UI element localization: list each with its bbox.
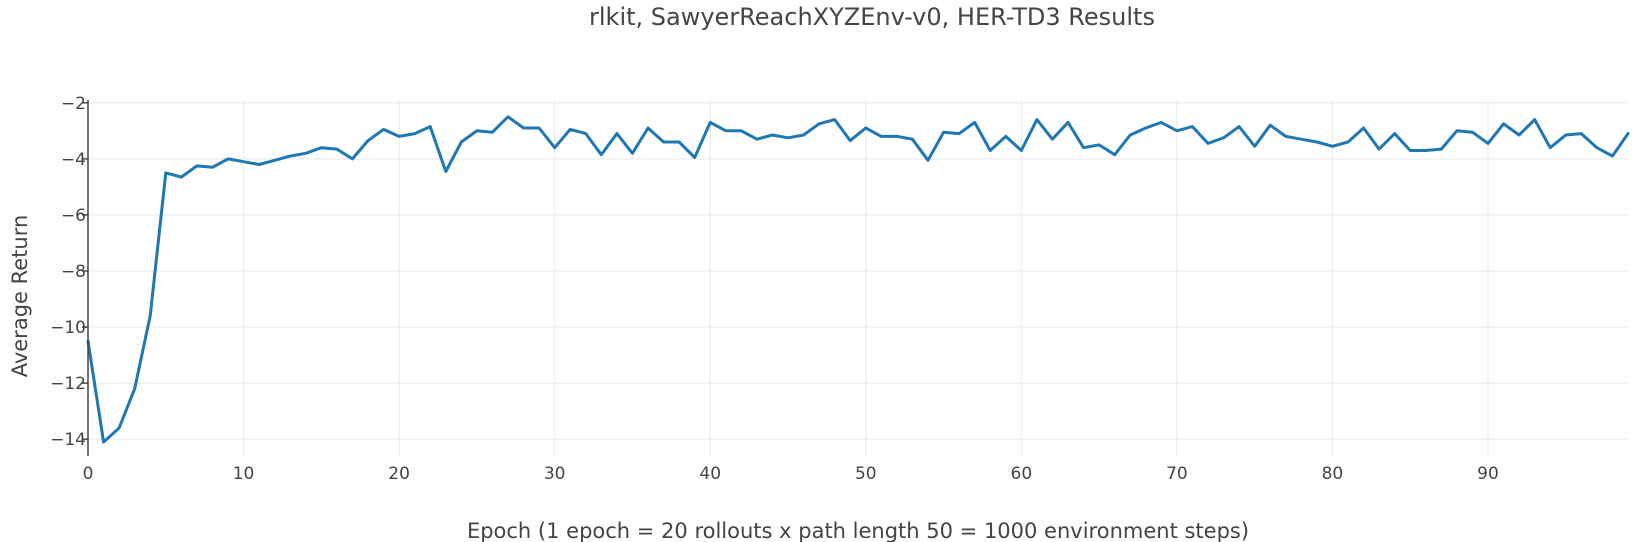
- series-group: [86, 115, 1630, 444]
- y-tick-label: −12: [50, 374, 86, 394]
- x-tick-label: 70: [1166, 464, 1188, 484]
- y-tick-label: −4: [61, 150, 86, 170]
- y-axis-ticks: −2 −4 −6 −8 −10 −12 −14: [50, 94, 88, 450]
- x-tick-label: 30: [544, 464, 566, 484]
- x-tick-label: 50: [855, 464, 877, 484]
- series-line: [86, 115, 1630, 444]
- y-tick-label: −6: [61, 206, 86, 226]
- chart-title: rlkit, SawyerReachXYZEnv-v0, HER-TD3 Res…: [589, 3, 1155, 31]
- x-tick-label: 40: [699, 464, 721, 484]
- grid: [88, 100, 1628, 456]
- y-tick-label: −2: [61, 94, 86, 114]
- x-tick-label: 10: [233, 464, 255, 484]
- x-tick-label: 80: [1322, 464, 1344, 484]
- y-tick-label: −14: [50, 430, 86, 450]
- x-axis-title: Epoch (1 epoch = 20 rollouts x path leng…: [467, 519, 1249, 542]
- x-axis-ticks: 0 10 20 30 40 50 60 70 80 90: [83, 464, 1499, 484]
- y-tick-label: −10: [50, 318, 86, 338]
- x-tick-label: 20: [388, 464, 410, 484]
- x-tick-label: 90: [1477, 464, 1499, 484]
- y-axis-title: Average Return: [8, 215, 32, 378]
- x-tick-label: 0: [83, 464, 94, 484]
- y-tick-label: −8: [61, 262, 86, 282]
- x-tick-label: 60: [1011, 464, 1033, 484]
